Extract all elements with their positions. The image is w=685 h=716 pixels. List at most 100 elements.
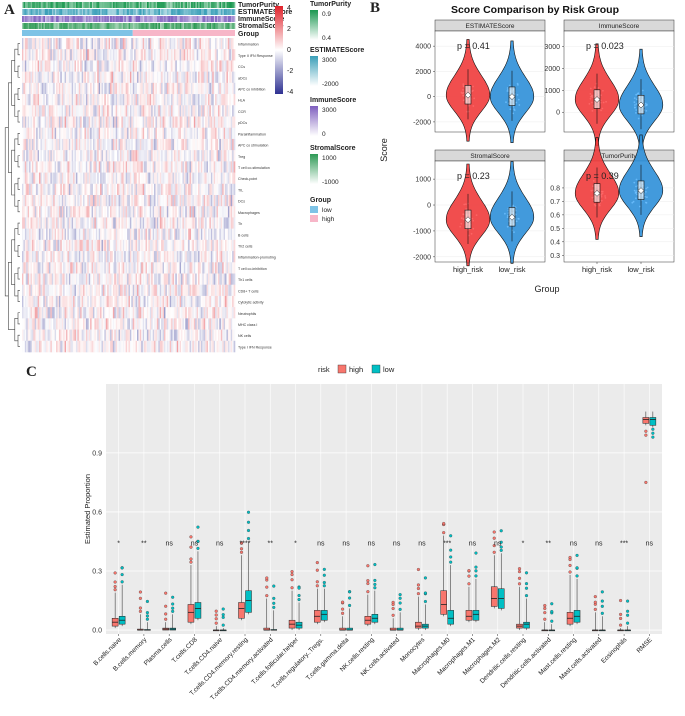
heatmap-cell: [77, 251, 80, 263]
heatmap-cell: [222, 273, 224, 286]
heatmap-cell: [193, 239, 196, 252]
heatmap-cell: [159, 38, 162, 50]
heatmap-cell: [188, 217, 190, 229]
heatmap-cell: [223, 161, 226, 173]
heatmap-cell: [131, 60, 134, 72]
heatmap-cell: [233, 38, 236, 50]
heatmap-cell: [202, 307, 205, 319]
heatmap-cell: [46, 239, 48, 252]
heatmap-cell: [146, 60, 149, 72]
heatmap-cell: [173, 239, 176, 252]
heatmap-cell: [121, 217, 124, 229]
annotation-cell: [67, 9, 70, 15]
heatmap-cell: [229, 105, 232, 117]
annotation-cell: [50, 23, 53, 29]
annotation-cell: [44, 2, 47, 8]
heatmap-cell: [186, 318, 189, 330]
heatmap-row-label: Inflammation: [238, 43, 259, 47]
heatmap-cell: [188, 262, 190, 274]
heatmap-cell: [115, 295, 118, 308]
heatmap-cell: [219, 60, 222, 72]
heatmap-cell: [88, 38, 91, 50]
heatmap-cell: [181, 127, 183, 140]
annotation-cell: [154, 9, 156, 15]
heatmap-cell: [156, 273, 159, 286]
heatmap-cell: [190, 217, 193, 229]
heatmap-cell: [164, 262, 166, 274]
heatmap-cell: [146, 251, 149, 263]
heatmap-cell: [172, 172, 175, 185]
heatmap-cell: [226, 228, 229, 241]
heatmap-cell: [131, 239, 134, 252]
heatmap-cell: [97, 116, 99, 129]
heatmap-cell: [39, 127, 41, 140]
heatmap-cell: [190, 228, 193, 241]
heatmap-cell: [206, 38, 209, 50]
heatmap-cell: [75, 239, 78, 252]
annotation-cell: [53, 16, 55, 22]
heatmap-cell: [50, 195, 53, 207]
heatmap-cell: [63, 116, 65, 129]
heatmap-cell: [148, 94, 151, 106]
heatmap-cell: [227, 49, 230, 61]
annotation-cell: [148, 16, 151, 22]
heatmap-cell: [114, 49, 117, 61]
heatmap-cell: [202, 262, 205, 274]
heatmap-cell: [73, 183, 75, 196]
annotation-cell: [61, 16, 64, 22]
annotation-cell: [208, 2, 210, 8]
heatmap-cell: [56, 228, 58, 241]
heatmap-cell: [152, 284, 155, 297]
annotation-cell: [68, 2, 71, 8]
annotation-cell: [181, 16, 183, 22]
heatmap-cell: [104, 340, 107, 353]
heatmap-cell: [66, 273, 68, 286]
heatmap-cell: [47, 307, 50, 319]
heatmap-cell: [34, 60, 37, 72]
heatmap-cell: [188, 138, 190, 151]
heatmap-cell: [223, 116, 226, 129]
heatmap-cell: [169, 206, 172, 218]
heatmap-cell: [186, 307, 189, 319]
heatmap-cell: [161, 228, 163, 241]
heatmap-cell: [117, 239, 119, 252]
heatmap-cell: [148, 38, 151, 50]
heatmap-cell: [34, 38, 37, 50]
heatmap-cell: [193, 329, 196, 342]
heatmap-cell: [46, 206, 48, 218]
heatmap-cell: [199, 307, 202, 319]
heatmap-cell: [149, 116, 152, 129]
annotation-cell: [215, 23, 217, 29]
heatmap-cell: [148, 150, 151, 162]
heatmap-cell: [115, 262, 118, 274]
heatmap-cell: [142, 239, 145, 252]
heatmap-cell: [172, 217, 175, 229]
heatmap-cell: [56, 105, 58, 117]
annotation-cell: [70, 16, 72, 22]
heatmap-cell: [108, 195, 111, 207]
annotation-cell: [229, 2, 232, 8]
heatmap-cell: [93, 71, 95, 84]
heatmap-cell: [48, 94, 51, 106]
annotation-cell: [118, 9, 121, 15]
heatmap-cell: [165, 60, 168, 72]
heatmap-cell: [57, 273, 60, 286]
heatmap-cell: [148, 195, 151, 207]
heatmap-cell: [186, 172, 189, 185]
heatmap-cell: [36, 217, 38, 229]
heatmap-cell: [225, 295, 227, 308]
heatmap-cell: [161, 251, 163, 263]
heatmap-cell: [78, 329, 81, 342]
heatmap-cell: [102, 105, 105, 117]
heatmap-cell: [128, 38, 131, 50]
annotation-cell: [200, 16, 203, 22]
heatmap-cell: [77, 183, 80, 196]
heatmap-cell: [188, 116, 190, 129]
heatmap-cell: [137, 273, 139, 286]
annotation-cell: [29, 9, 31, 15]
annotation-cell: [232, 16, 234, 22]
heatmap-cell: [61, 71, 64, 84]
annotation-cell: [33, 16, 36, 22]
annotation-cell: [51, 16, 54, 22]
heatmap-cell: [162, 183, 165, 196]
